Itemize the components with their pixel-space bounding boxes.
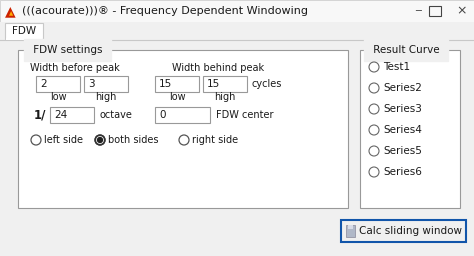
Text: Series4: Series4: [383, 125, 422, 135]
Text: FDW: FDW: [12, 26, 36, 36]
Text: right side: right side: [192, 135, 238, 145]
Circle shape: [179, 135, 189, 145]
Bar: [203, 76, 247, 92]
Text: 2: 2: [40, 79, 46, 89]
Circle shape: [369, 62, 379, 72]
Bar: [0, 22, 474, 40]
Text: 3: 3: [88, 79, 95, 89]
Bar: [348, 225, 353, 229]
Bar: [0, 40, 474, 256]
Bar: [18, 50, 348, 208]
Bar: [36, 76, 80, 92]
Text: Test1: Test1: [383, 62, 410, 72]
Text: low: low: [50, 92, 66, 102]
Text: ─: ─: [415, 6, 421, 16]
Text: Width behind peak: Width behind peak: [172, 63, 264, 73]
Text: ▲: ▲: [5, 4, 16, 18]
Text: FDW settings: FDW settings: [30, 45, 106, 55]
Circle shape: [369, 83, 379, 93]
Circle shape: [97, 137, 103, 143]
Bar: [346, 225, 355, 237]
Text: 15: 15: [159, 79, 172, 89]
Text: octave: octave: [100, 110, 133, 120]
Text: low: low: [169, 92, 185, 102]
Bar: [84, 76, 128, 92]
Bar: [0, 0, 474, 22]
Text: cycles: cycles: [252, 79, 283, 89]
Text: FDW center: FDW center: [216, 110, 273, 120]
Bar: [341, 220, 466, 242]
Circle shape: [369, 125, 379, 135]
Text: both sides: both sides: [108, 135, 158, 145]
Text: Series3: Series3: [383, 104, 422, 114]
Bar: [155, 107, 210, 123]
Text: left side: left side: [44, 135, 83, 145]
Text: Result Curve: Result Curve: [370, 45, 443, 55]
Text: high: high: [214, 92, 236, 102]
Text: 24: 24: [54, 110, 67, 120]
Circle shape: [369, 104, 379, 114]
Bar: [155, 76, 199, 92]
Text: Series5: Series5: [383, 146, 422, 156]
Text: 15: 15: [207, 79, 220, 89]
Circle shape: [95, 135, 105, 145]
Text: Series2: Series2: [383, 83, 422, 93]
Bar: [50, 107, 94, 123]
Text: (((acourate)))® - Frequency Dependent Windowing: (((acourate)))® - Frequency Dependent Wi…: [22, 6, 308, 16]
Bar: [5, 23, 43, 39]
Bar: [6, 38, 42, 40]
Text: ×: ×: [457, 5, 467, 17]
Circle shape: [369, 167, 379, 177]
Bar: [429, 6, 441, 16]
Text: 1/: 1/: [34, 109, 46, 122]
Text: Width before peak: Width before peak: [30, 63, 120, 73]
Text: Series6: Series6: [383, 167, 422, 177]
Text: 0: 0: [159, 110, 165, 120]
Text: ▲: ▲: [9, 11, 13, 16]
Circle shape: [369, 146, 379, 156]
Circle shape: [31, 135, 41, 145]
Bar: [360, 50, 460, 208]
Text: high: high: [95, 92, 117, 102]
Text: Calc sliding window: Calc sliding window: [359, 226, 462, 236]
